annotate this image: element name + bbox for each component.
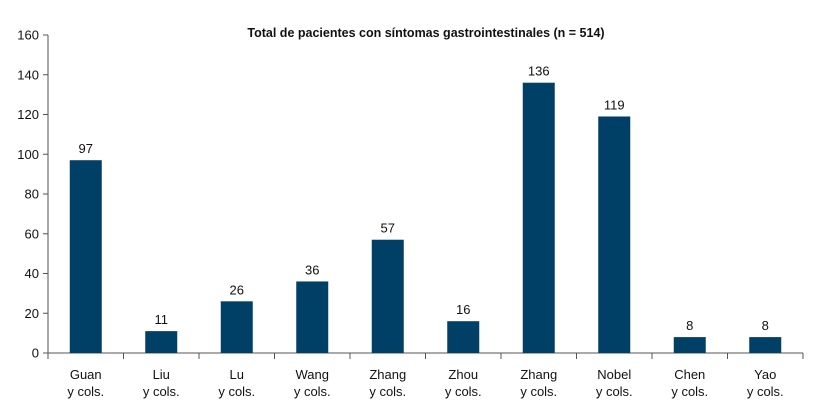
bar-value-label: 136 [528, 64, 550, 79]
bar [749, 337, 782, 353]
x-category-label: y cols. [67, 384, 104, 399]
x-category-label: Yao [754, 367, 776, 382]
x-category-label: Zhang [520, 367, 557, 382]
y-tick-label: 160 [17, 28, 39, 43]
x-axis: Guan y cols. Liu y cols. Lu y cols. Wang y cols… [47, 352, 804, 399]
x-category-label: Liu [153, 367, 170, 382]
x-category-label: y cols. [520, 384, 557, 399]
x-category-label: Guan [70, 367, 102, 382]
x-category-label: y cols. [596, 384, 633, 399]
bar [371, 239, 404, 353]
x-category-label: y cols. [294, 384, 331, 399]
bar-value-label: 16 [456, 302, 470, 317]
bar [673, 337, 706, 353]
y-tick-label: 100 [17, 147, 39, 162]
y-tick-label: 0 [32, 346, 39, 361]
chart-title: Total de pacientes con síntomas gastroin… [247, 26, 604, 40]
x-category-label: Lu [230, 367, 244, 382]
y-tick-label: 140 [17, 67, 39, 82]
bar [296, 281, 329, 353]
bar-value-label: 97 [79, 141, 93, 156]
bar [145, 331, 178, 353]
bar [522, 82, 555, 353]
bar-value-label: 8 [686, 318, 693, 333]
bar [598, 116, 631, 353]
y-axis: 0 20 40 60 80 100 120 140 160 [17, 28, 49, 361]
x-category-label: y cols. [671, 384, 708, 399]
y-tick-label: 120 [17, 107, 39, 122]
bar [447, 321, 480, 353]
x-category-label: y cols. [369, 384, 406, 399]
x-category-label: y cols. [747, 384, 784, 399]
y-tick-label: 80 [25, 187, 39, 202]
bar [220, 301, 253, 353]
y-tick-label: 40 [25, 266, 39, 281]
x-category-label: y cols. [143, 384, 180, 399]
y-tick-label: 60 [25, 226, 39, 241]
bar-value-label: 26 [230, 282, 244, 297]
x-category-label: Chen [674, 367, 705, 382]
bar [69, 160, 102, 353]
bar-value-label: 57 [381, 221, 395, 236]
bar-value-label: 119 [604, 97, 625, 112]
bar-value-label: 36 [305, 262, 319, 277]
x-category-label: Nobel [597, 367, 631, 382]
bars: 97 11 26 36 57 16 136 119 8 8 [69, 64, 782, 353]
x-category-label: Wang [296, 367, 329, 382]
bar-value-label: 8 [762, 318, 769, 333]
y-tick-label: 20 [25, 306, 39, 321]
bar-value-label: 11 [155, 312, 169, 327]
x-category-label: Zhou [448, 367, 478, 382]
x-category-label: Zhang [369, 367, 406, 382]
x-category-label: y cols. [218, 384, 255, 399]
x-category-label: y cols. [445, 384, 482, 399]
